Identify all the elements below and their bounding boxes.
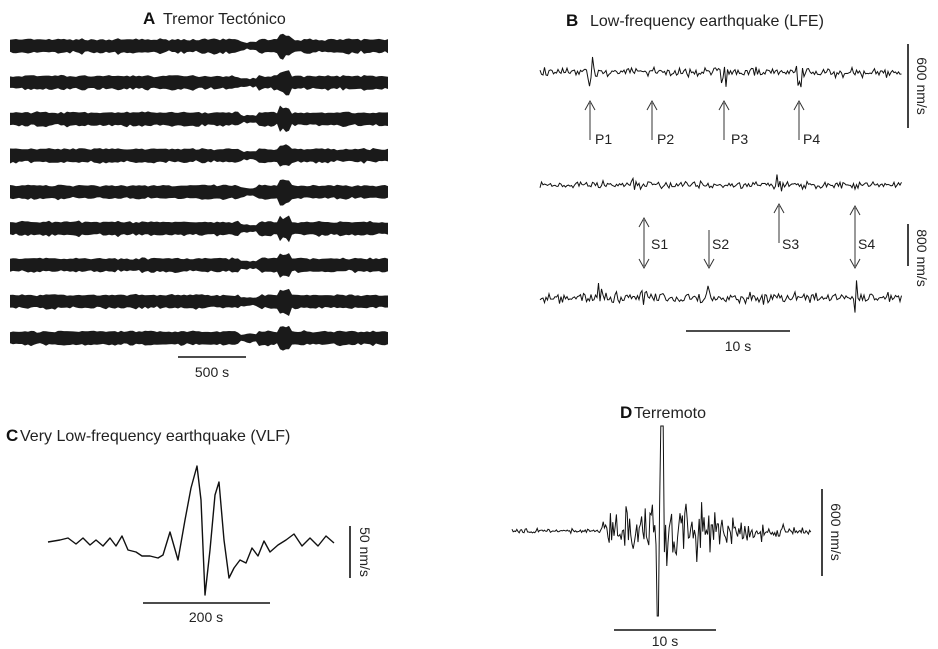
panel-c: C Very Low-frequency earthquake (VLF) 50… [6, 426, 373, 625]
panel-c-time-scale-label: 200 s [189, 609, 223, 625]
p-arrow-1: P1 [584, 99, 612, 147]
panel-a: A Tremor Tectónico 500 s [10, 9, 388, 380]
panel-b-trace-3 [539, 280, 902, 313]
s-arrow-2: S2 [703, 230, 729, 270]
p-arrow-4: P4 [793, 99, 820, 147]
tremor-trace [10, 215, 388, 243]
s-arrow-4: S4 [849, 204, 875, 270]
tremor-trace [10, 288, 388, 316]
tremor-trace [10, 325, 388, 351]
tremor-trace [10, 70, 388, 96]
p-arrow-2: P2 [646, 99, 674, 147]
panel-d-title: Terremoto [634, 405, 706, 422]
panel-c-letter: C [6, 426, 18, 445]
panel-b-title: Low-frequency earthquake (LFE) [590, 13, 824, 30]
p-arrow-3: P3 [718, 99, 748, 147]
panel-b-time-scale-label: 10 s [725, 338, 751, 354]
panel-c-title: Very Low-frequency earthquake (VLF) [20, 428, 290, 445]
p-arrow-3-label: P3 [731, 131, 748, 147]
panel-d-letter: D [620, 403, 632, 422]
panel-b-amp-scale-label-top: 600 nm/s [914, 57, 930, 115]
panel-c-trace [47, 465, 335, 596]
tremor-trace [10, 105, 388, 132]
s-arrow-3: S3 [773, 202, 799, 252]
tremor-trace [10, 179, 388, 206]
tremor-trace [10, 144, 388, 167]
panel-a-title: Tremor Tectónico [163, 11, 286, 28]
panel-d-amp-scale-label: 600 nm/s [828, 503, 844, 561]
s-arrow-1-label: S1 [651, 236, 668, 252]
p-arrow-1-label: P1 [595, 131, 612, 147]
panel-a-letter: A [143, 9, 155, 28]
panel-d: D Terremoto 600 nm/s 10 s [511, 403, 844, 649]
panel-a-time-scale-label: 500 s [195, 364, 229, 380]
panel-b: B Low-frequency earthquake (LFE) P1 P2 P… [539, 11, 930, 354]
p-arrow-2-label: P2 [657, 131, 674, 147]
panel-a-traces [10, 33, 388, 351]
panel-b-letter: B [566, 11, 578, 30]
panel-d-time-scale-label: 10 s [652, 633, 678, 649]
s-arrow-2-label: S2 [712, 236, 729, 252]
panel-d-trace [511, 425, 812, 617]
panel-b-amp-scale-label-bottom: 800 nm/s [914, 229, 930, 287]
tremor-trace [10, 33, 388, 60]
s-arrow-1: S1 [638, 216, 668, 270]
panel-b-trace-2 [539, 174, 902, 192]
panel-b-trace-1 [539, 56, 902, 88]
s-arrow-3-label: S3 [782, 236, 799, 252]
s-arrow-4-label: S4 [858, 236, 875, 252]
panel-c-amp-scale-label: 50 nm/s [357, 527, 373, 577]
tremor-trace [10, 253, 388, 278]
p-arrow-4-label: P4 [803, 131, 820, 147]
